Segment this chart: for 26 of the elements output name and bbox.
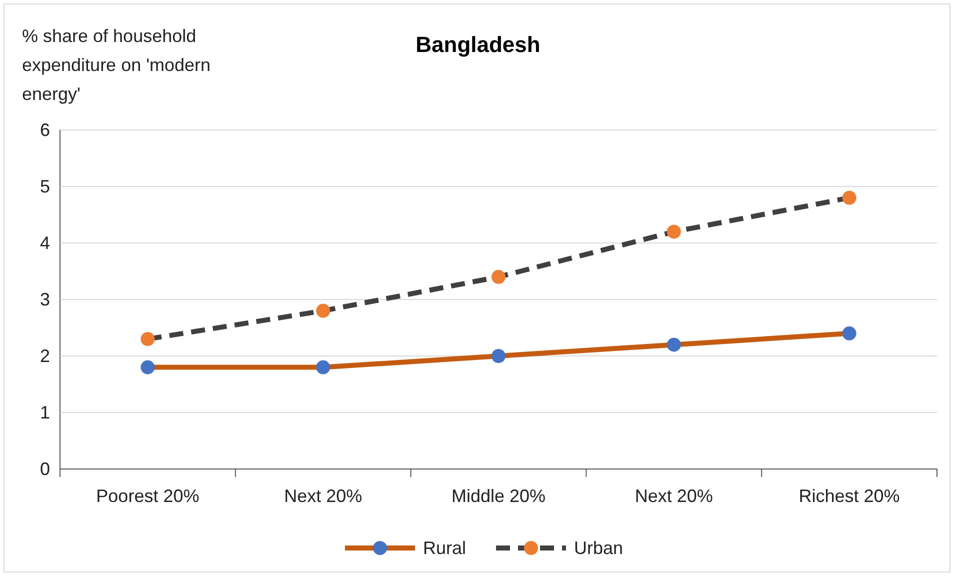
y-tick-label: 0 xyxy=(40,458,50,479)
chart-title: Bangladesh xyxy=(416,32,540,57)
y-tick-label: 6 xyxy=(40,120,50,140)
legend-label: Rural xyxy=(423,538,466,558)
point xyxy=(140,360,155,374)
x-tick-label: Next 20% xyxy=(634,486,713,506)
x-tick-label: Middle 20% xyxy=(451,486,546,506)
x-tick-label: Richest 20% xyxy=(798,486,900,506)
y-tick-label: 4 xyxy=(40,232,50,253)
point xyxy=(492,270,506,284)
x-tick-label: Next 20% xyxy=(284,486,362,506)
legend-label: Urban xyxy=(574,538,624,558)
y-tick-label: 5 xyxy=(40,176,50,196)
y-axis-title: % share of household expenditure on 'modern energy' xyxy=(22,26,211,104)
point xyxy=(316,304,330,318)
point xyxy=(666,224,681,239)
y-tick-label: 3 xyxy=(40,289,50,310)
y-tick-label: 1 xyxy=(40,402,50,422)
x-tick-label: Poorest 20% xyxy=(96,486,200,506)
point xyxy=(492,349,506,363)
point xyxy=(842,326,856,340)
point xyxy=(316,360,330,374)
y-tick-label: 2 xyxy=(40,346,50,366)
point xyxy=(842,190,856,205)
point xyxy=(140,332,155,346)
point xyxy=(666,338,681,352)
